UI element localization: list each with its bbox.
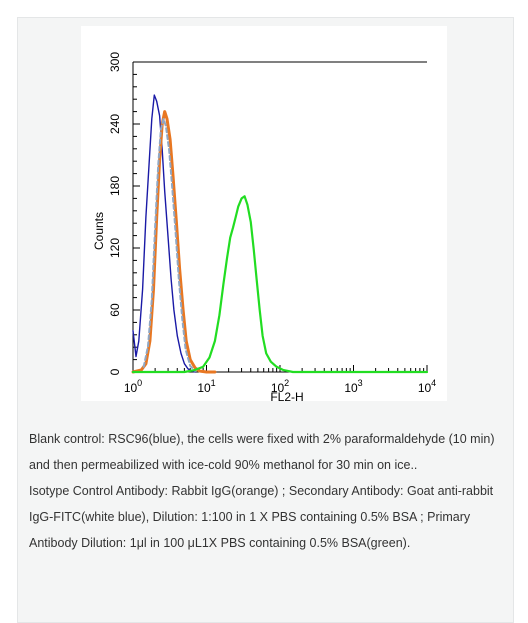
y-tick-label: 180 [108,176,122,196]
x-tick-label: 103 [344,378,362,395]
x-axis-title: FL2-H [270,390,303,401]
y-tick-label: 0 [108,368,122,375]
histogram-svg: 100 101 102 103 104 0 60 120 180 240 300 FL2-H Count… [92,52,436,401]
figure-caption: Blank control: RSC96(blue), the cells we… [29,426,504,556]
y-tick-label: 60 [108,303,122,317]
y-tick-label: 120 [108,238,122,258]
x-tick-label: 101 [197,378,215,395]
x-tick-label: 100 [124,378,142,395]
x-tick-label: 102 [271,378,289,395]
series-curve-3 [142,117,197,372]
series-curve-1 [132,94,196,373]
series-curve-2 [131,110,217,374]
flow-cytometry-histogram: 100 101 102 103 104 0 60 120 180 240 300 FL2-H Count… [81,26,447,401]
caption-blank-control: Blank control: RSC96(blue), the cells we… [29,432,495,472]
figure-card: 100 101 102 103 104 0 60 120 180 240 300 FL2-H Count… [17,17,514,623]
y-axis-title: Counts [92,212,106,250]
caption-antibody-details: Isotype Control Antibody: Rabbit IgG(ora… [29,484,494,550]
series-curve-4 [131,195,429,374]
y-tick-label: 300 [108,52,122,72]
y-tick-label: 240 [108,114,122,134]
x-tick-label: 104 [418,378,436,395]
